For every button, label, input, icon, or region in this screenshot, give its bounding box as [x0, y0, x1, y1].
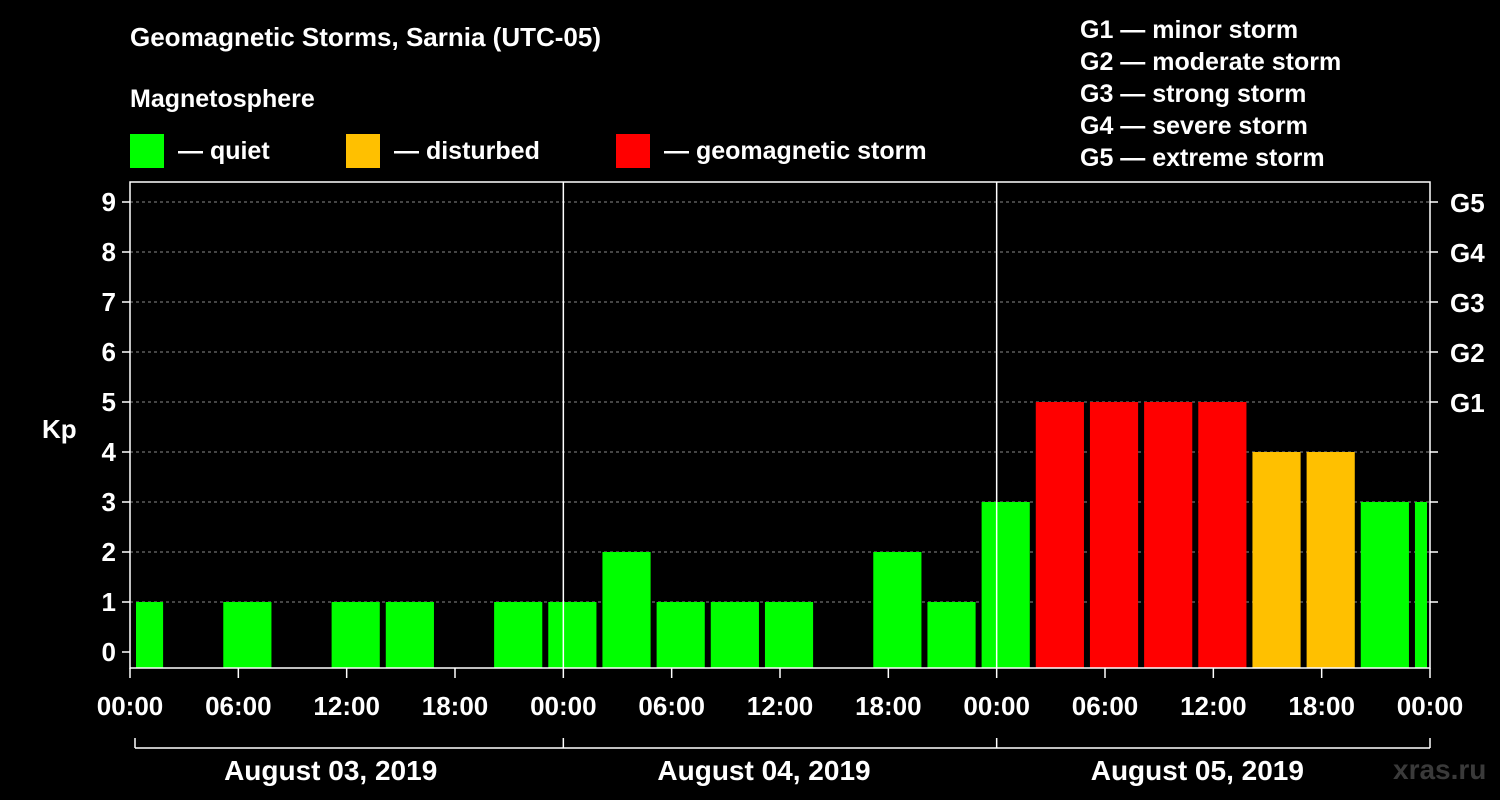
x-tick-label-0: 00:00: [97, 691, 164, 721]
kp-bar-12: [764, 602, 814, 668]
legend-label-quiet: — quiet: [178, 136, 270, 165]
y-tick-label-2: 2: [102, 537, 116, 567]
day-label-0: August 03, 2019: [224, 755, 437, 786]
y-tick-label-7: 7: [102, 287, 116, 317]
kp-bar-24: [1414, 502, 1427, 668]
chart-subtitle: Magnetosphere: [130, 85, 315, 113]
x-tick-label-11: 18:00: [1288, 691, 1355, 721]
y-tick-label-6: 6: [102, 337, 116, 367]
x-tick-label-4: 00:00: [530, 691, 597, 721]
x-tick-label-10: 12:00: [1180, 691, 1247, 721]
kp-bar-22: [1306, 452, 1355, 668]
legend-swatch-storm: [616, 134, 650, 168]
storm-scale-legend: G1 — minor storm G2 — moderate storm G3 …: [1080, 14, 1341, 174]
kp-bar-19: [1144, 402, 1193, 668]
day-label-2: August 05, 2019: [1091, 755, 1304, 786]
y-axis-label: Kp: [42, 414, 77, 444]
kp-bar-10: [656, 602, 705, 668]
storm-scale-g3: G3 — strong storm: [1080, 80, 1307, 108]
storm-scale-g5: G5 — extreme storm: [1080, 144, 1325, 172]
legend-swatch-disturbed: [346, 134, 380, 168]
kp-bar-21: [1252, 452, 1301, 668]
kp-bar-8: [548, 602, 597, 668]
legend-swatch-quiet: [130, 134, 164, 168]
storm-scale-g2: G2 — moderate storm: [1080, 48, 1342, 76]
y-tick-label-0: 0: [102, 637, 116, 667]
x-tick-label-8: 00:00: [963, 691, 1030, 721]
legend-quiet: — quiet: [130, 134, 270, 168]
y-tick-label-1: 1: [102, 587, 116, 617]
x-tick-label-9: 06:00: [1072, 691, 1139, 721]
y-tick-label-3: 3: [102, 487, 116, 517]
legend-disturbed: — disturbed: [346, 134, 540, 168]
kp-bar-2: [223, 602, 272, 668]
storm-scale-g1: G1 — minor storm: [1080, 16, 1299, 44]
x-tick-label-12: 00:00: [1397, 691, 1464, 721]
kp-bar-5: [385, 602, 434, 668]
chart-title: Geomagnetic Storms, Sarnia (UTC-05): [130, 22, 601, 52]
kp-bar-11: [710, 602, 759, 668]
y-tick-label-4: 4: [102, 437, 117, 467]
g-scale-label-G2: G2: [1450, 338, 1485, 368]
y-tick-label-5: 5: [102, 387, 116, 417]
x-tick-label-1: 06:00: [205, 691, 272, 721]
storm-scale-g4: G4 — severe storm: [1080, 112, 1308, 140]
x-tick-label-6: 12:00: [747, 691, 814, 721]
kp-bar-4: [331, 602, 380, 668]
x-tick-label-7: 18:00: [855, 691, 922, 721]
kp-bar-23: [1360, 502, 1409, 668]
x-tick-label-3: 18:00: [422, 691, 489, 721]
watermark: xras.ru: [1393, 754, 1487, 785]
kp-bar-18: [1089, 402, 1139, 668]
legend-label-disturbed: — disturbed: [394, 136, 540, 165]
x-tick-label-2: 12:00: [313, 691, 380, 721]
kp-bar-7: [494, 602, 543, 668]
kp-bar-14: [873, 552, 922, 668]
kp-bar-16: [981, 502, 1030, 668]
legend-label-storm: — geomagnetic storm: [664, 136, 927, 165]
g-scale-label-G4: G4: [1450, 238, 1485, 268]
kp-bar-0: [136, 602, 164, 668]
y-tick-label-9: 9: [102, 187, 116, 217]
g-scale-label-G1: G1: [1450, 388, 1485, 418]
x-tick-label-5: 06:00: [638, 691, 705, 721]
legend-storm: — geomagnetic storm: [616, 134, 927, 168]
kp-bar-17: [1035, 402, 1084, 668]
kp-bar-9: [602, 552, 651, 668]
kp-bar-20: [1198, 402, 1247, 668]
day-label-1: August 04, 2019: [657, 755, 870, 786]
g-scale-label-G3: G3: [1450, 288, 1485, 318]
kp-bar-15: [927, 602, 976, 668]
y-tick-label-8: 8: [102, 237, 116, 267]
g-scale-label-G5: G5: [1450, 188, 1485, 218]
